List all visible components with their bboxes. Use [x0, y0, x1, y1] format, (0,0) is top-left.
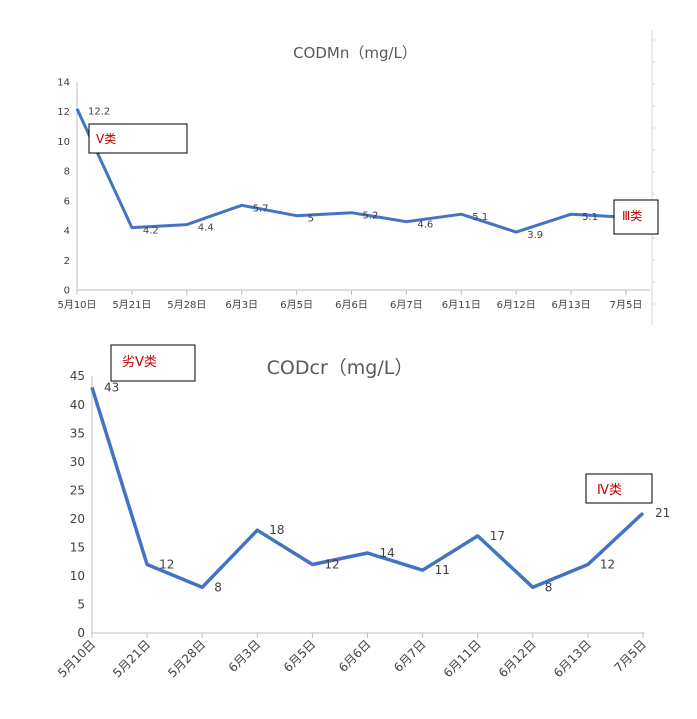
y-tick-label: 2 [64, 256, 70, 267]
x-tick-label: 7月5日 [611, 637, 649, 675]
y-tick-label: 30 [70, 455, 85, 469]
data-label: 4.4 [198, 223, 214, 234]
y-tick-label: 4 [64, 226, 70, 237]
x-tick-label: 6月6日 [336, 637, 374, 675]
data-label: 5.7 [253, 203, 269, 214]
y-tick-label: 20 [70, 512, 85, 526]
x-tick-label: 6月13日 [551, 637, 594, 680]
data-label: 5.1 [472, 212, 488, 223]
chart2-annotation-class-iv: Ⅳ类 [585, 473, 653, 504]
x-tick-label: 5月21日 [110, 637, 153, 680]
data-label: 5 [308, 214, 314, 225]
data-label: 17 [490, 529, 505, 543]
data-label: 5.2 [363, 211, 379, 222]
annotation-box [110, 344, 196, 382]
y-tick-label: 5 [77, 598, 85, 612]
x-tick-label: 6月3日 [225, 299, 258, 311]
data-label: 11 [435, 563, 450, 577]
chart2-annotation-worse-than-v: 劣V类 [110, 344, 196, 382]
data-label: 12 [159, 557, 174, 571]
annotation-text: V类 [96, 132, 116, 146]
annotation-text: Ⅳ类 [597, 483, 622, 498]
data-label: 4.6 [417, 220, 433, 231]
data-label: 14 [380, 546, 395, 560]
chart2-title: CODcr（mg/L） [267, 357, 414, 379]
chart2-series-line [90, 386, 645, 590]
x-tick-label: 6月12日 [497, 299, 536, 311]
x-tick-label: 6月11日 [442, 299, 481, 311]
chart1-y-tick-labels: 0 2 4 6 8 10 12 14 [57, 78, 70, 297]
y-tick-label: 10 [70, 569, 85, 583]
x-tick-label: 5月28日 [165, 637, 208, 680]
y-tick-label: 45 [70, 369, 85, 383]
chart2-y-tick-labels: 0 5 10 15 20 25 30 35 40 45 [70, 369, 85, 640]
x-tick-label: 6月7日 [391, 637, 429, 675]
x-tick-label: 6月12日 [496, 637, 539, 680]
y-tick-label: 6 [64, 196, 70, 207]
data-label: 4.2 [143, 226, 159, 237]
chart-codmn: CODMn（mg/L） 0 2 4 6 8 10 12 14 5月10日 5月21日 5月28日 6… [57, 44, 659, 311]
chart1-annotation-class-iii: Ⅲ类 [613, 199, 659, 235]
data-label: 8 [545, 580, 553, 594]
data-label: 12 [600, 557, 615, 571]
y-tick-label: 8 [64, 167, 70, 178]
annotation-text: 劣V类 [122, 355, 157, 370]
data-label: 3.9 [527, 230, 543, 241]
y-tick-label: 12 [57, 107, 70, 118]
data-label: 18 [269, 523, 284, 537]
chart2-data-labels: 43 12 8 18 12 14 11 17 8 12 21 [104, 380, 670, 594]
x-tick-label: 6月5日 [280, 299, 313, 311]
chart1-data-labels: 12.2 4.2 4.4 5.7 5 5.2 4.6 5.1 3.9 5.1 [88, 107, 598, 241]
y-tick-label: 15 [70, 541, 85, 555]
chart2-x-tick-labels: 5月10日 5月21日 5月28日 6月3日 6月5日 6月6日 6月7日 6月11日 6月12… [55, 633, 649, 680]
chart1-annotation-class-v: V类 [88, 123, 188, 154]
chart1-series-line [75, 108, 627, 234]
x-tick-label: 6月7日 [390, 299, 423, 311]
chart1-title: CODMn（mg/L） [293, 44, 417, 62]
y-tick-label: 0 [64, 286, 70, 297]
x-tick-label: 5月10日 [57, 299, 96, 311]
data-label: 43 [104, 380, 119, 394]
x-tick-label: 6月3日 [226, 637, 264, 675]
x-tick-label: 6月6日 [335, 299, 368, 311]
x-tick-label: 6月5日 [281, 637, 319, 675]
data-label: 8 [214, 580, 222, 594]
y-tick-label: 10 [57, 137, 70, 148]
y-tick-label: 35 [70, 426, 85, 440]
chart1-x-tick-labels: 5月10日 5月21日 5月28日 6月3日 6月5日 6月6日 6月7日 6月11日 6月12… [57, 290, 642, 311]
chart1-panel-ticks [652, 39, 655, 305]
annotation-text: Ⅲ类 [622, 209, 642, 223]
annotation-box [88, 123, 188, 154]
y-tick-label: 40 [70, 398, 85, 412]
data-label: 12.2 [88, 107, 110, 118]
x-tick-label: 7月5日 [610, 299, 643, 311]
x-tick-label: 5月21日 [112, 299, 151, 311]
x-tick-label: 6月13日 [552, 299, 591, 311]
annotation-box [613, 199, 659, 235]
annotation-box [585, 473, 653, 504]
y-tick-label: 14 [57, 78, 70, 89]
x-tick-label: 5月10日 [55, 637, 98, 680]
x-tick-label: 6月11日 [441, 637, 484, 680]
chart-codcr: CODcr（mg/L） 0 5 10 15 20 25 30 35 40 45 5月10日 5月21… [55, 344, 670, 680]
y-tick-label: 25 [70, 483, 85, 497]
data-label: 12 [324, 557, 339, 571]
data-label: 21 [655, 506, 670, 520]
y-tick-label: 0 [77, 626, 85, 640]
data-label: 5.1 [582, 212, 598, 223]
x-tick-label: 5月28日 [167, 299, 206, 311]
